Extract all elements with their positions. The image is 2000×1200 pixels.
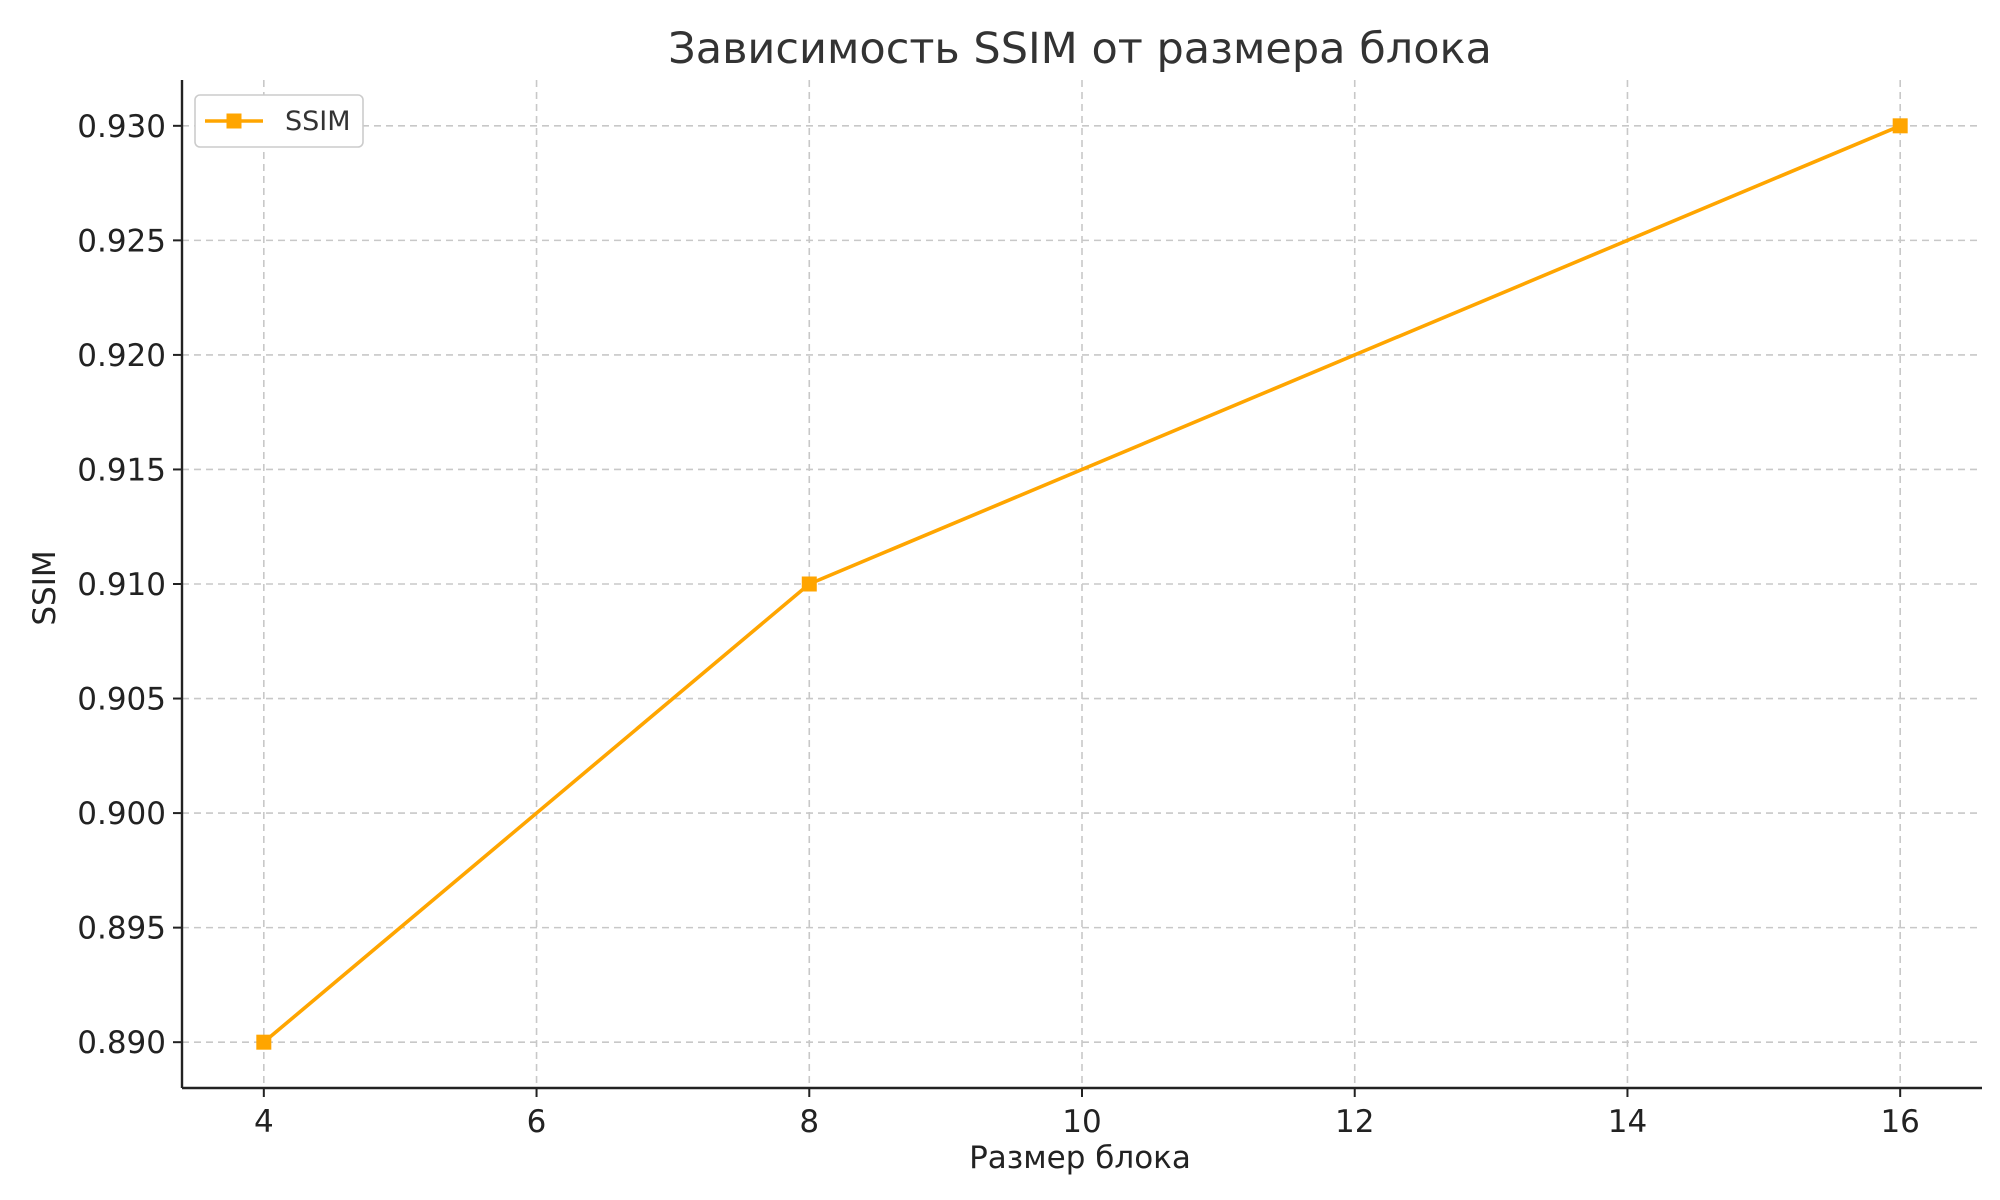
chart-title: Зависимость SSIM от размера блока — [668, 24, 1492, 74]
x-tick-label-0: 4 — [254, 1104, 274, 1140]
y-tick-label-2: 0.900 — [77, 796, 166, 832]
y-tick-label-3: 0.905 — [77, 682, 166, 718]
legend: SSIM — [194, 94, 364, 148]
x-axis-ticks: 4 6 8 10 12 14 16 — [254, 1088, 1920, 1140]
legend-marker-0 — [226, 113, 242, 129]
data-point-0-0 — [256, 1034, 272, 1050]
y-tick-label-7: 0.925 — [77, 223, 166, 259]
x-tick-label-5: 14 — [1608, 1104, 1647, 1140]
x-axis-label: Размер блока — [969, 1140, 1191, 1176]
y-tick-label-6: 0.920 — [77, 338, 166, 374]
y-tick-label-8: 0.930 — [77, 109, 166, 145]
legend-label-0: SSIM — [285, 106, 351, 137]
y-tick-label-4: 0.910 — [77, 567, 166, 603]
y-tick-label-5: 0.915 — [77, 452, 166, 488]
x-tick-label-2: 8 — [799, 1104, 819, 1140]
y-axis-label: SSIM — [27, 550, 63, 625]
data-point-0-2 — [1892, 118, 1908, 134]
y-axis-ticks: 0.890 0.895 0.900 0.905 0.910 0.915 0.920 0.925… — [77, 109, 182, 1061]
data-point-0-1 — [801, 576, 817, 592]
y-tick-label-1: 0.895 — [77, 911, 166, 947]
x-tick-label-6: 16 — [1880, 1104, 1919, 1140]
series-layer — [256, 118, 1908, 1050]
y-tick-label-0: 0.890 — [77, 1025, 166, 1061]
x-tick-label-4: 12 — [1335, 1104, 1374, 1140]
legend-box — [194, 94, 364, 148]
grid-lines — [182, 80, 1982, 1088]
x-tick-label-1: 6 — [527, 1104, 547, 1140]
x-tick-label-3: 10 — [1062, 1104, 1101, 1140]
